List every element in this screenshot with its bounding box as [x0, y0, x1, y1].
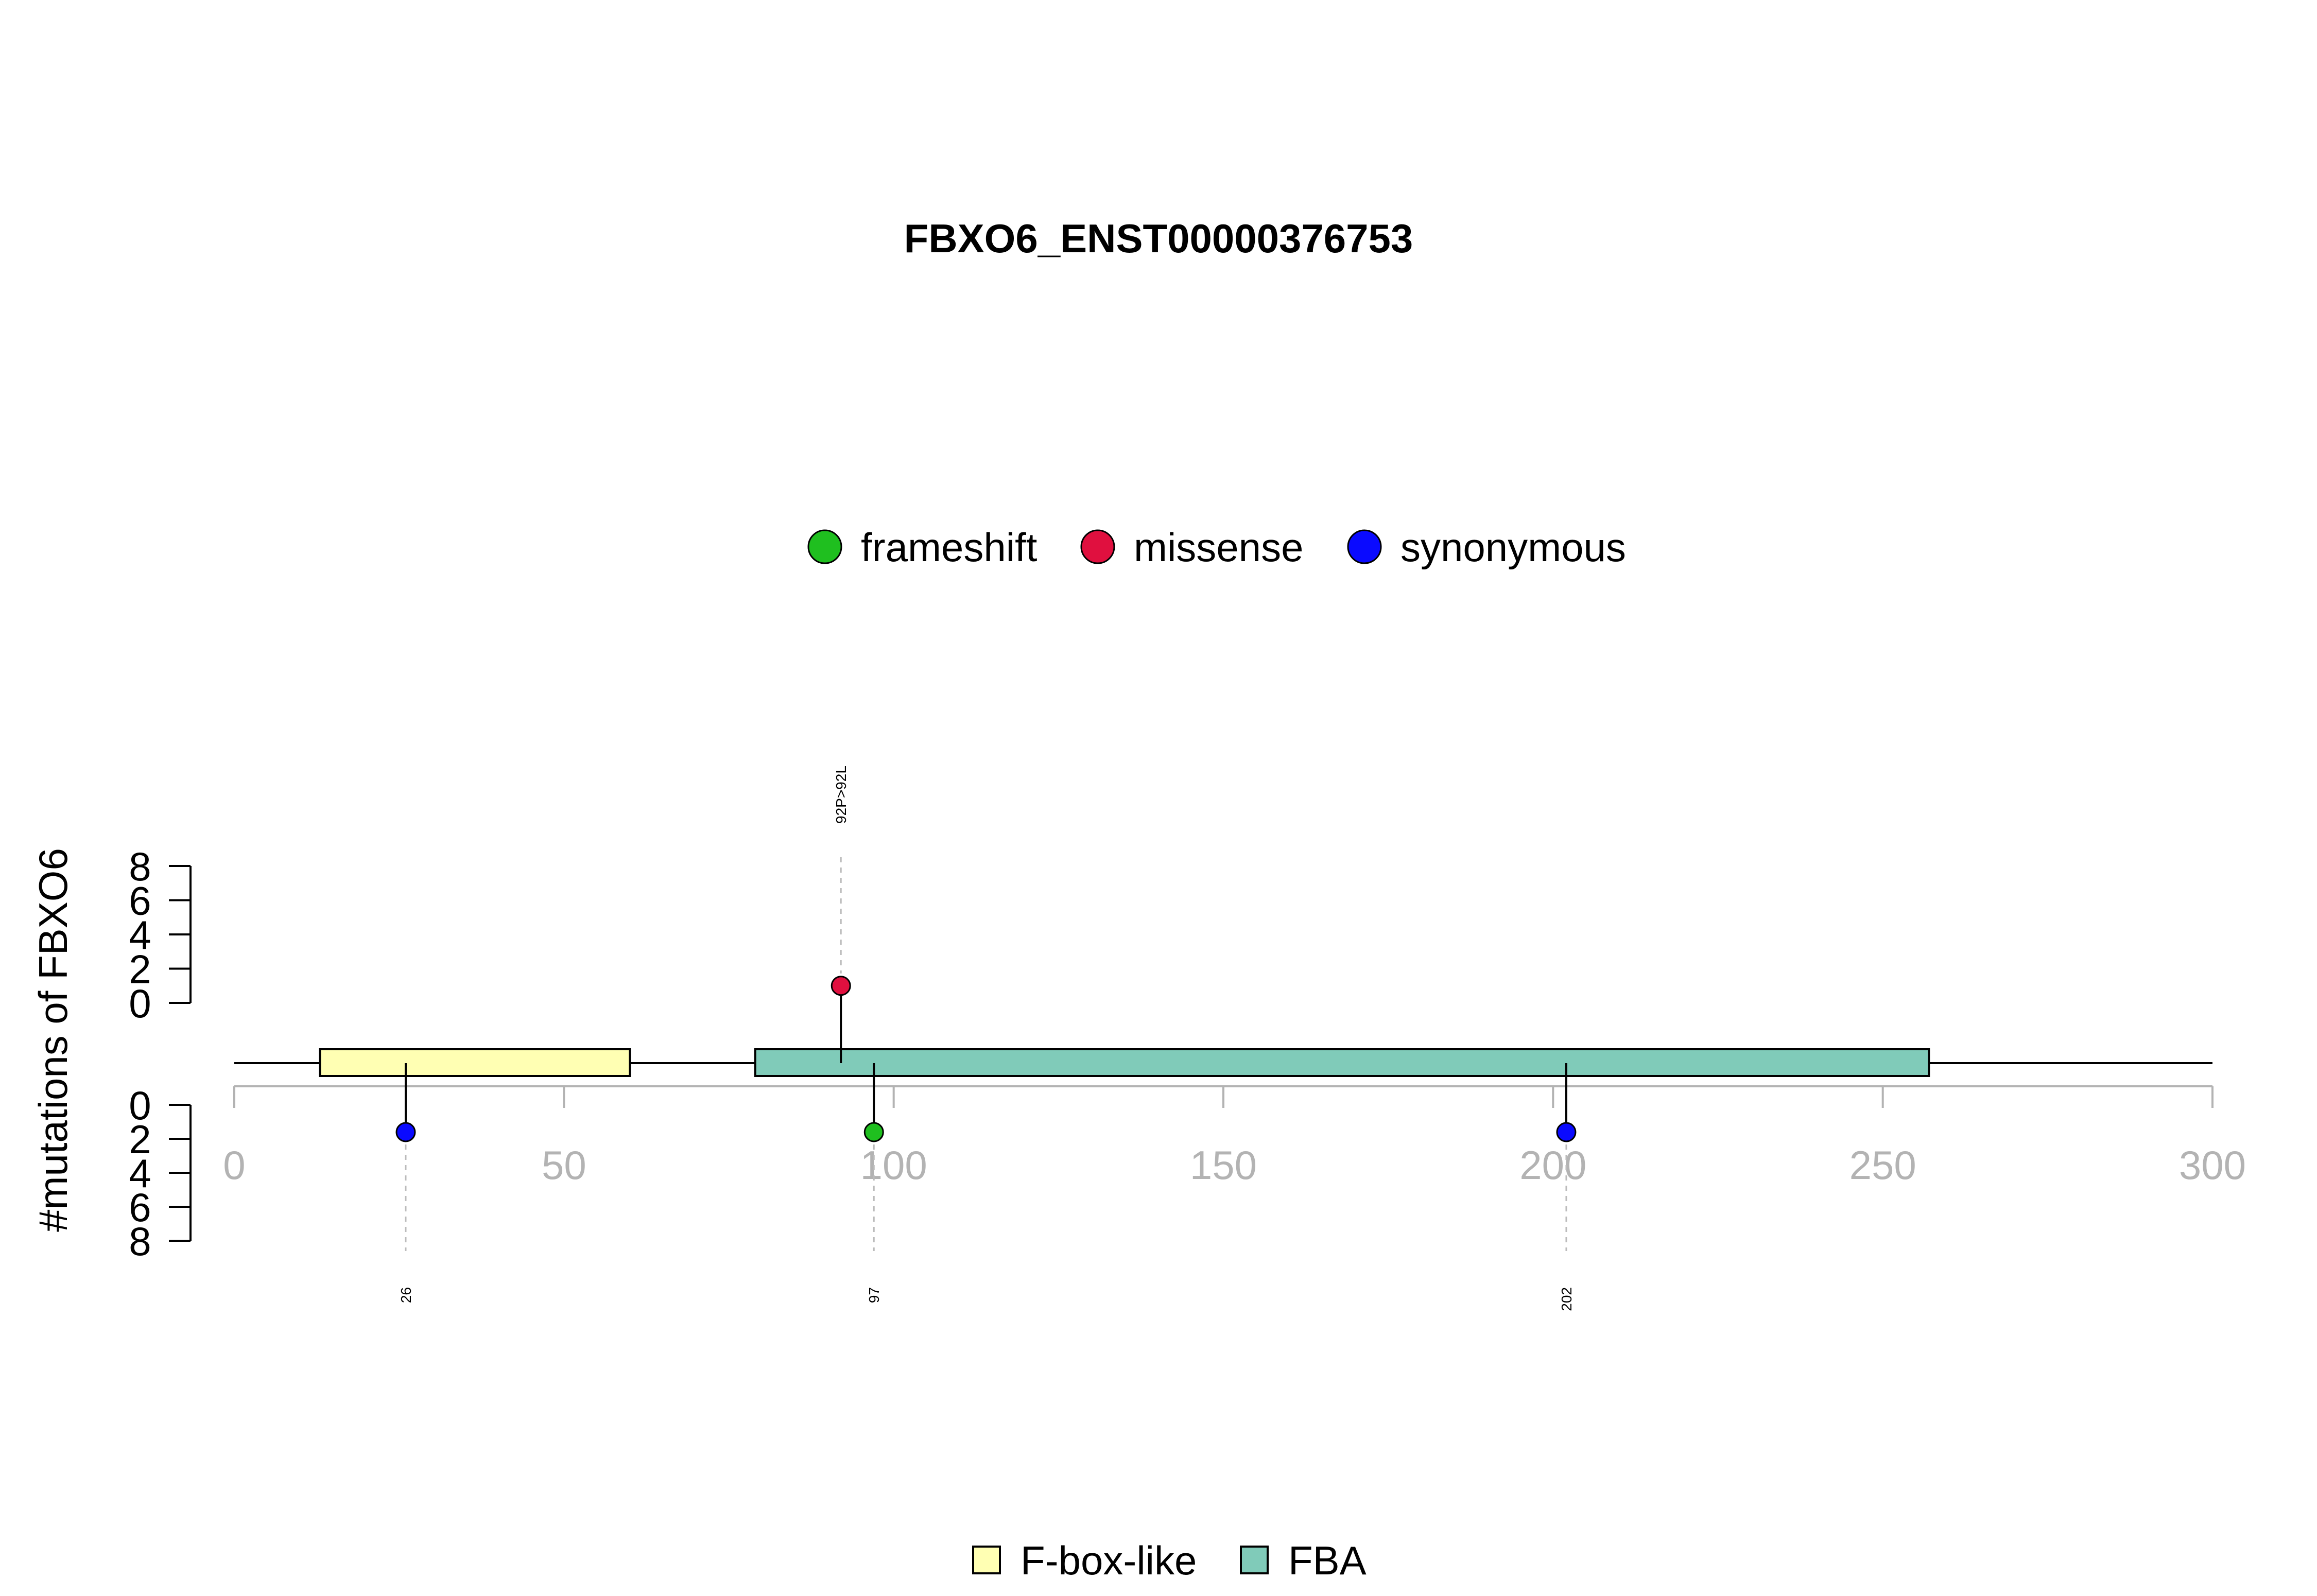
chart-title: FBXO6_ENST00000376753 [904, 216, 1413, 261]
domain-legend-label: FBA [1288, 1538, 1367, 1583]
y-tick-label-bottom: 2 [129, 1117, 151, 1162]
legend-label-frameshift: frameshift [861, 525, 1038, 570]
domain-legend-swatch [972, 1546, 1001, 1574]
y-tick-label-top: 6 [129, 878, 151, 924]
domain-legend: F-box-like FBA [972, 1538, 1367, 1583]
x-tick-label: 250 [1849, 1142, 1916, 1188]
x-tick-label: 0 [223, 1142, 245, 1188]
x-tick-label: 50 [542, 1142, 586, 1188]
mutation-point-missense [831, 976, 851, 996]
mutation-legend: frameshift missense synonymous [807, 525, 1626, 570]
legend-label-synonymous: synonymous [1400, 525, 1626, 570]
legend-swatch-frameshift [807, 529, 842, 564]
mutation-point-synonymous [1556, 1122, 1577, 1142]
y-tick-label-bottom: 8 [129, 1219, 151, 1264]
y-tick-label-top: 0 [129, 981, 151, 1026]
legend-label-missense: missense [1134, 525, 1303, 570]
legend-swatch-missense [1080, 529, 1115, 564]
x-tick-label: 150 [1190, 1142, 1257, 1188]
mutation-label: 92P>92L [833, 766, 849, 824]
mutation-label: 26 [398, 1287, 414, 1303]
y-tick-label-top: 8 [129, 844, 151, 889]
y-axis-label: #mutations of FBXO6 [30, 848, 76, 1232]
mutation-label: 202 [1559, 1287, 1575, 1311]
mutation-point-synonymous [395, 1122, 416, 1142]
legend-swatch-synonymous [1347, 529, 1382, 564]
mutation-point-frameshift [863, 1122, 884, 1142]
domain-FBA [754, 1048, 1930, 1077]
y-tick-label-bottom: 4 [129, 1151, 151, 1196]
domain-F-box-like [319, 1048, 631, 1077]
x-tick-label: 200 [1519, 1142, 1586, 1188]
domain-legend-label: F-box-like [1021, 1538, 1197, 1583]
mutation-label: 97 [866, 1287, 882, 1303]
mutations: 92P>92L 26 97 202 [395, 766, 1577, 1311]
x-axis: 0 50 100 150 200 250 300 [223, 1085, 2246, 1188]
y-tick-label-top: 2 [129, 947, 151, 992]
domain-legend-swatch [1240, 1546, 1269, 1574]
y-tick-label-bottom: 0 [129, 1083, 151, 1128]
protein-domains [319, 1048, 1930, 1077]
x-tick-label: 300 [2179, 1142, 2246, 1188]
y-tick-label-top: 4 [129, 912, 151, 958]
x-tick-label: 100 [860, 1142, 927, 1188]
y-tick-label-bottom: 6 [129, 1185, 151, 1230]
